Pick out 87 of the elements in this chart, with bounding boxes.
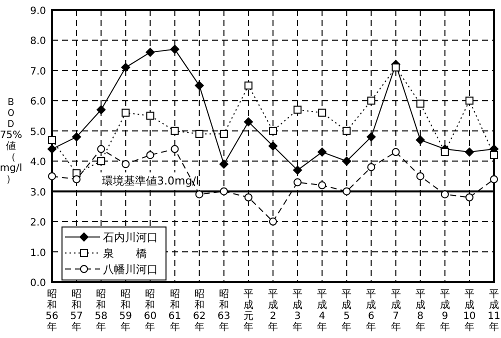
- point: [244, 117, 253, 126]
- legend-label: 八幡川河口: [103, 263, 158, 276]
- point: [121, 62, 130, 72]
- point: [219, 160, 228, 169]
- x-tick-label: 平成6年: [366, 289, 376, 333]
- point: [269, 126, 277, 135]
- point: [416, 135, 425, 144]
- y-tick-label: 8.0: [30, 36, 46, 48]
- point: [294, 178, 302, 186]
- point: [244, 193, 252, 202]
- y-tick-label: 3.0: [30, 187, 46, 198]
- point: [220, 130, 228, 138]
- point: [342, 187, 351, 196]
- legend-label: 泉 橋: [103, 247, 147, 260]
- point: [268, 142, 278, 150]
- point: [48, 136, 56, 144]
- point: [293, 166, 302, 175]
- point: [342, 126, 351, 135]
- x-tick-label: 昭和58年: [94, 289, 108, 333]
- x-tick-label: 平成3年: [292, 289, 303, 333]
- point: [72, 175, 81, 184]
- point: [490, 151, 498, 160]
- point: [464, 148, 474, 157]
- x-tick-label: 平成7年: [390, 289, 401, 333]
- x-tick-label: 平成9年: [440, 289, 450, 333]
- y-tick-label: 7.0: [30, 66, 46, 78]
- point: [195, 130, 204, 138]
- point: [96, 105, 106, 114]
- y-tick-label: 1.0: [30, 248, 46, 259]
- point: [416, 172, 424, 180]
- point: [48, 144, 56, 154]
- point: [97, 157, 106, 166]
- x-tick-label: 平成元年: [243, 289, 254, 333]
- y-tick-label: 2.0: [30, 218, 46, 229]
- point: [440, 148, 449, 156]
- point: [392, 63, 400, 72]
- x-tick-label: 昭和61年: [168, 289, 182, 333]
- x-tick-label: 平成11年: [488, 289, 500, 333]
- point: [367, 96, 376, 105]
- x-tick-label: 昭和57年: [70, 289, 83, 333]
- point: [170, 44, 180, 54]
- y-tick-label: 6.0: [30, 96, 46, 108]
- point: [97, 145, 106, 154]
- point: [72, 132, 82, 142]
- point: [170, 126, 179, 135]
- point: [318, 108, 326, 117]
- x-tick-label: 平成4年: [317, 289, 328, 333]
- point: [294, 106, 302, 114]
- point: [440, 190, 449, 198]
- y-tick-label: 4.0: [30, 157, 46, 168]
- x-tick-label: 平成8年: [415, 289, 426, 333]
- x-tick-label: 昭和56年: [46, 289, 58, 333]
- point: [416, 100, 424, 108]
- point: [170, 145, 179, 154]
- point: [490, 175, 498, 184]
- point: [366, 132, 376, 142]
- point: [342, 156, 352, 166]
- x-tick-label: 平成5年: [342, 289, 352, 333]
- point: [392, 148, 400, 156]
- x-tick-label: 昭和59年: [119, 289, 132, 333]
- point: [318, 148, 327, 157]
- y-axis-title: ＢＯＤ75%値（mg/l）: [0, 97, 22, 185]
- point: [194, 81, 204, 90]
- point: [122, 160, 130, 168]
- point: [146, 48, 155, 57]
- point: [195, 190, 204, 198]
- x-tick-label: 昭和62年: [192, 289, 206, 333]
- legend-label: 石内川河口: [103, 231, 158, 244]
- point: [220, 187, 228, 196]
- x-tick-label: 平成10年: [463, 289, 476, 333]
- x-tick-label: 昭和63年: [218, 289, 230, 333]
- point: [318, 181, 326, 190]
- point: [146, 151, 154, 160]
- ref-line-label: 環境基準値3.0mg/l: [102, 174, 199, 188]
- point: [244, 82, 252, 90]
- y-tick-label: 9.0: [30, 6, 46, 17]
- y-tick-label: 5.0: [30, 126, 46, 138]
- x-tick-label: 平成2年: [268, 289, 278, 333]
- point: [122, 108, 130, 117]
- point: [48, 172, 56, 180]
- point: [269, 218, 277, 226]
- point: [465, 193, 474, 202]
- point: [367, 163, 376, 172]
- x-tick-label: 昭和60年: [144, 289, 157, 333]
- point: [146, 112, 154, 120]
- y-tick-label: 0.0: [30, 278, 46, 289]
- point: [465, 96, 474, 105]
